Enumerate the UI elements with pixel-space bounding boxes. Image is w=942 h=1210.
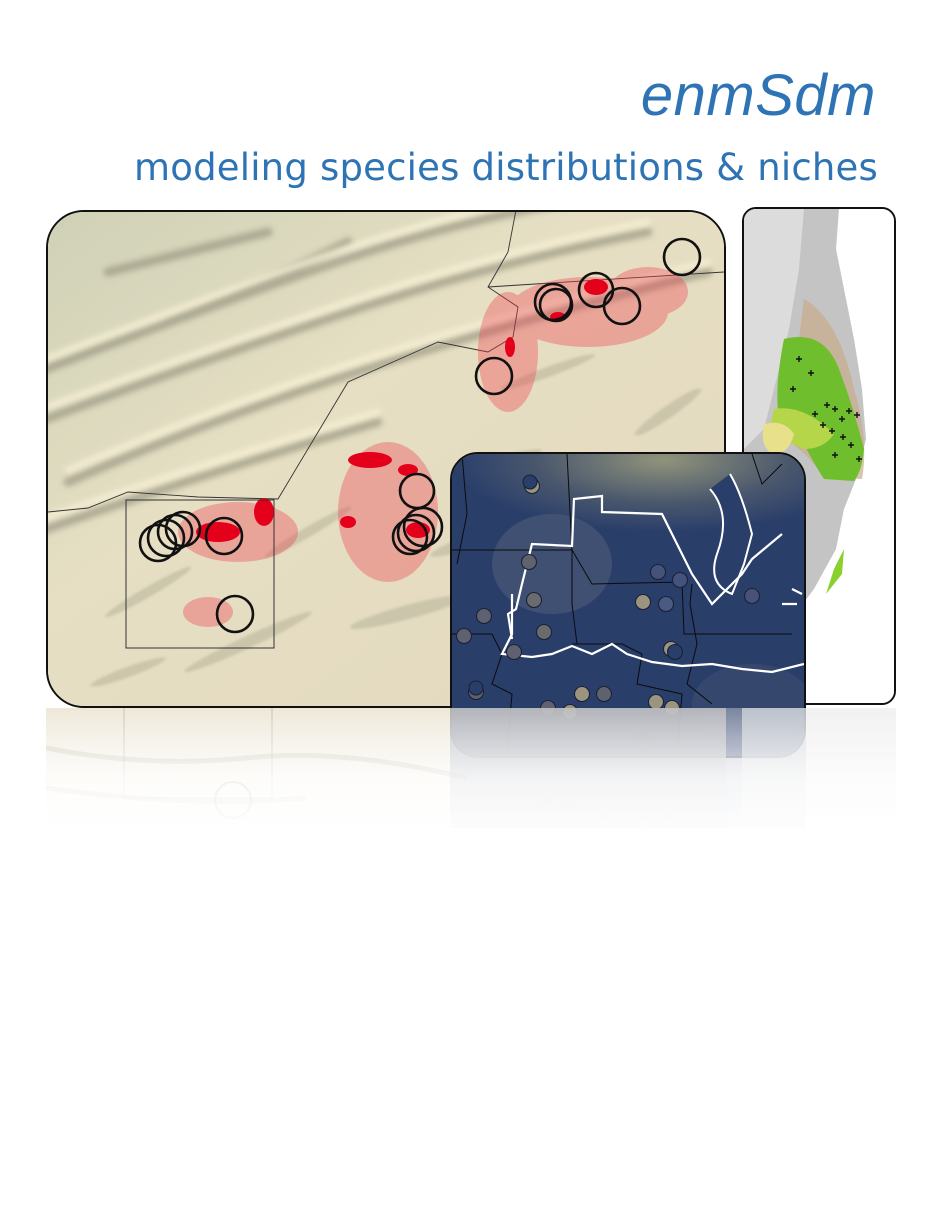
- image-reflection: [46, 708, 896, 868]
- occurrence-map: [450, 452, 806, 758]
- page-subtitle: modeling species distributions & niches: [133, 146, 878, 189]
- page-title: enmSdm: [640, 63, 876, 128]
- occurrence-map-icon: [452, 454, 804, 756]
